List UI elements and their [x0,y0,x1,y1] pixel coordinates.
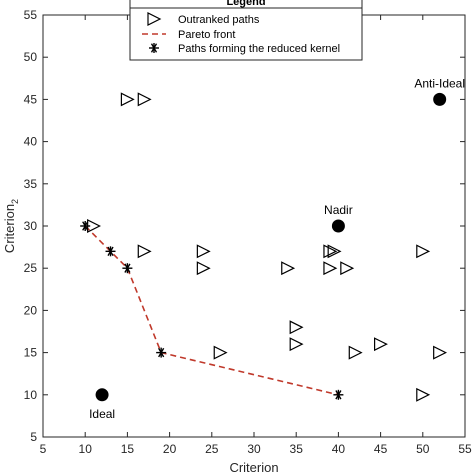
y-tick-label: 40 [24,135,38,149]
outranked-path-point [289,320,304,335]
outranked-path-point [340,261,355,276]
outranked-path-point [374,337,388,352]
pareto-front-series [84,225,339,396]
x-tick-label: 30 [247,442,261,456]
outranked-paths-series [87,92,448,402]
legend-title: Legend [226,0,265,8]
outranked-path-point [433,345,448,360]
x-tick-label: 15 [121,442,135,456]
pareto-front-line [84,225,339,396]
outranked-path-point [213,345,228,360]
kernel-path-point [122,263,133,274]
y-tick-label: 25 [24,261,38,275]
outranked-path-point [416,244,431,259]
x-tick-label: 10 [79,442,93,456]
reference-point-nadir [331,219,345,233]
y-tick-label: 55 [24,8,38,22]
x-tick-label: 5 [40,442,47,456]
x-axis-title: Criterion [229,460,278,474]
outranked-path-point [196,244,211,259]
reference-point-label: Anti-Ideal [414,76,465,90]
y-axis-title-main: Criterion [2,204,17,253]
y-tick-label: 45 [24,92,38,106]
y-axis-title-subscript: 2 [10,199,20,204]
plot-area [43,15,465,437]
outranked-path-point [137,244,152,259]
outranked-path-point [327,244,342,259]
y-axis-title: Criterion2 [2,199,20,253]
legend-entry: Pareto front [178,29,235,41]
outranked-path-point [323,244,338,259]
y-tick-label: 20 [24,303,38,317]
outranked-path-point [196,261,211,276]
x-tick-label: 35 [290,442,304,456]
outranked-path-point [289,337,304,352]
x-tick-label: 40 [332,442,346,456]
y-tick-label: 10 [24,388,38,402]
reference-point-anti-ideal [433,92,447,106]
legend-kernel-icon [149,43,159,53]
x-tick-label: 20 [163,442,177,456]
kernel-path-point [156,347,167,358]
legend-entry: Paths forming the reduced kernel [178,43,340,55]
reduced-kernel-series [80,221,344,400]
reference-point-label: Ideal [89,407,115,421]
legend-outranked-icon [147,12,162,26]
outranked-path-point [137,92,152,107]
outranked-path-point [323,261,338,276]
kernel-path-point [333,389,344,400]
y-tick-label: 30 [24,219,38,233]
outranked-path-point [416,387,431,402]
outranked-path-point [348,345,363,360]
reference-point-label: Nadir [324,203,353,217]
kernel-path-point [80,221,91,231]
outranked-path-point [281,261,296,276]
annotation-points: Ideal Nadir Anti-Ideal [89,76,465,420]
y-tick-label: 35 [24,177,38,191]
y-tick-label: 5 [30,430,37,444]
x-tick-label: 50 [416,442,430,456]
kernel-path-point [105,246,116,257]
legend-box [129,0,363,61]
legend: Legend Outranked paths Pareto front Paths f… [129,0,363,61]
outranked-path-point [120,92,135,107]
reference-point-ideal [95,388,109,402]
y-tick-label: 50 [24,50,38,64]
x-tick-label: 25 [205,442,219,456]
x-tick-label: 55 [458,442,472,456]
axes: 5 10 15 20 25 30 35 40 45 50 555101520253035404550… [24,8,472,456]
legend-entry: Outranked paths [178,14,260,26]
y-tick-label: 15 [24,346,38,360]
x-tick-label: 45 [374,442,388,456]
